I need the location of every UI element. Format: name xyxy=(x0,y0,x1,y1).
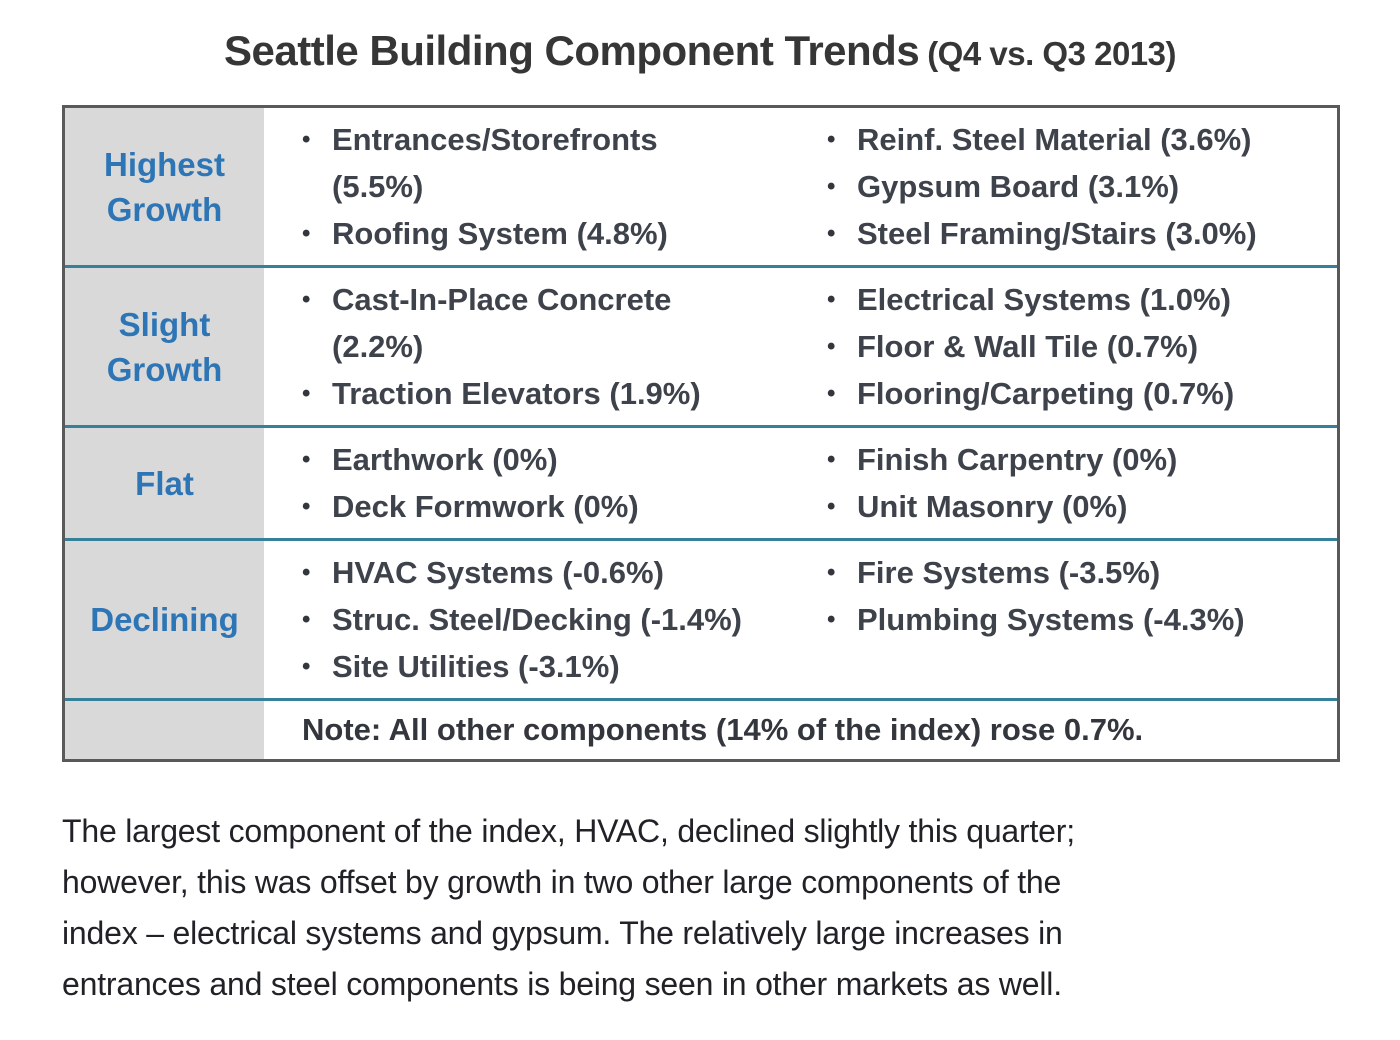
component-entry: Earthwork (0%) xyxy=(332,442,558,477)
list-item: • Flooring/Carpeting (0.7%) xyxy=(827,370,1331,417)
component-entry: Roofing System (4.8%) xyxy=(332,216,668,251)
row-content: • Cast-In-Place Concrete (2.2%) • Tracti… xyxy=(264,268,1337,425)
bullet-icon: • xyxy=(827,126,836,153)
list-item: • Struc. Steel/Decking (-1.4%) xyxy=(302,596,827,643)
row-label-declining: Declining xyxy=(65,541,264,698)
list-item: • Deck Formwork (0%) xyxy=(302,483,827,530)
title-suffix: (Q4 vs. Q3 2013) xyxy=(927,35,1177,72)
row-label-highest-growth: Highest Growth xyxy=(65,108,264,265)
note-label-cell xyxy=(65,701,264,759)
list-item: • Unit Masonry (0%) xyxy=(827,483,1331,530)
list-item: • Steel Framing/Stairs (3.0%) xyxy=(827,210,1331,257)
bullet-icon: • xyxy=(827,333,836,360)
row-label-slight-growth: Slight Growth xyxy=(65,268,264,425)
bullet-icon: • xyxy=(827,173,836,200)
list-item: • HVAC Systems (-0.6%) xyxy=(302,549,827,596)
component-entry: Gypsum Board (3.1%) xyxy=(857,169,1180,204)
bullet-icon: • xyxy=(302,653,311,680)
component-entry: Electrical Systems (1.0%) xyxy=(857,282,1231,317)
table-row-declining: Declining • HVAC Systems (-0.6%) • Struc… xyxy=(65,538,1337,698)
list-item: • Gypsum Board (3.1%) xyxy=(827,163,1331,210)
component-entry: Fire Systems (-3.5%) xyxy=(857,555,1161,590)
list-item: • Floor & Wall Tile (0.7%) xyxy=(827,323,1331,370)
component-entry: Finish Carpentry (0%) xyxy=(857,442,1178,477)
bullet-icon: • xyxy=(302,126,311,153)
list-item: • Reinf. Steel Material (3.6%) xyxy=(827,116,1331,163)
bullet-icon: • xyxy=(827,446,836,473)
bullet-icon: • xyxy=(827,559,836,586)
component-entry: Struc. Steel/Decking (-1.4%) xyxy=(332,602,743,637)
bullet-column-right: • Reinf. Steel Material (3.6%) • Gypsum … xyxy=(827,116,1331,257)
component-entry: Floor & Wall Tile (0.7%) xyxy=(857,329,1199,364)
component-entry: Deck Formwork (0%) xyxy=(332,489,639,524)
title-main: Seattle Building Component Trends xyxy=(223,27,920,74)
bullet-column-left: • Cast-In-Place Concrete (2.2%) • Tracti… xyxy=(302,276,827,417)
bullet-column-left: • Entrances/Storefronts (5.5%) • Roofing… xyxy=(302,116,827,257)
bullet-icon: • xyxy=(827,286,836,313)
list-item: • Electrical Systems (1.0%) xyxy=(827,276,1331,323)
note-content: Note: All other components (14% of the i… xyxy=(264,701,1337,759)
bullet-column-right: • Fire Systems (-3.5%) • Plumbing System… xyxy=(827,549,1331,690)
component-entry: Site Utilities (-3.1%) xyxy=(332,649,620,684)
bullet-column-left: • Earthwork (0%) • Deck Formwork (0%) xyxy=(302,436,827,530)
table-row-note: Note: All other components (14% of the i… xyxy=(65,698,1337,759)
note-text: Note: All other components (14% of the i… xyxy=(302,712,1144,747)
bullet-icon: • xyxy=(827,493,836,520)
bullet-column-left: • HVAC Systems (-0.6%) • Struc. Steel/De… xyxy=(302,549,827,690)
list-item: • Plumbing Systems (-4.3%) xyxy=(827,596,1331,643)
bullet-icon: • xyxy=(827,606,836,633)
component-entry: Entrances/Storefronts (5.5%) xyxy=(332,122,658,204)
row-content: • Entrances/Storefronts (5.5%) • Roofing… xyxy=(264,108,1337,265)
summary-paragraph: The largest component of the index, HVAC… xyxy=(62,813,1075,1002)
page-title: Seattle Building Component Trends (Q4 vs.… xyxy=(0,0,1400,79)
bullet-icon: • xyxy=(827,380,836,407)
bullet-icon: • xyxy=(302,380,311,407)
bullet-icon: • xyxy=(827,220,836,247)
component-entry: Cast-In-Place Concrete (2.2%) xyxy=(332,282,672,364)
component-entry: Plumbing Systems (-4.3%) xyxy=(857,602,1245,637)
list-item: • Site Utilities (-3.1%) xyxy=(302,643,827,690)
list-item: • Entrances/Storefronts (5.5%) xyxy=(302,116,827,210)
component-entry: Steel Framing/Stairs (3.0%) xyxy=(857,216,1257,251)
list-item: • Finish Carpentry (0%) xyxy=(827,436,1331,483)
list-item: • Earthwork (0%) xyxy=(302,436,827,483)
component-entry: Flooring/Carpeting (0.7%) xyxy=(857,376,1235,411)
component-entry: HVAC Systems (-0.6%) xyxy=(332,555,664,590)
table-row-flat: Flat • Earthwork (0%) • Deck Formwork (0… xyxy=(65,425,1337,538)
list-item: • Roofing System (4.8%) xyxy=(302,210,827,257)
bullet-column-right: • Electrical Systems (1.0%) • Floor & Wa… xyxy=(827,276,1331,417)
bullet-icon: • xyxy=(302,606,311,633)
component-entry: Unit Masonry (0%) xyxy=(857,489,1128,524)
component-entry: Traction Elevators (1.9%) xyxy=(332,376,701,411)
bullet-icon: • xyxy=(302,493,311,520)
component-entry: Reinf. Steel Material (3.6%) xyxy=(857,122,1252,157)
table-row-slight-growth: Slight Growth • Cast-In-Place Concrete (… xyxy=(65,265,1337,425)
list-item: • Traction Elevators (1.9%) xyxy=(302,370,827,417)
bullet-icon: • xyxy=(302,559,311,586)
bullet-column-right: • Finish Carpentry (0%) • Unit Masonry (… xyxy=(827,436,1331,530)
trends-table: Highest Growth • Entrances/Storefronts (… xyxy=(62,105,1340,762)
bullet-icon: • xyxy=(302,286,311,313)
table-row-highest-growth: Highest Growth • Entrances/Storefronts (… xyxy=(65,108,1337,265)
row-content: • HVAC Systems (-0.6%) • Struc. Steel/De… xyxy=(264,541,1337,698)
bullet-icon: • xyxy=(302,446,311,473)
row-label-flat: Flat xyxy=(65,428,264,538)
row-content: • Earthwork (0%) • Deck Formwork (0%) • … xyxy=(264,428,1337,538)
bullet-icon: • xyxy=(302,220,311,247)
list-item: • Cast-In-Place Concrete (2.2%) xyxy=(302,276,827,370)
list-item: • Fire Systems (-3.5%) xyxy=(827,549,1331,596)
